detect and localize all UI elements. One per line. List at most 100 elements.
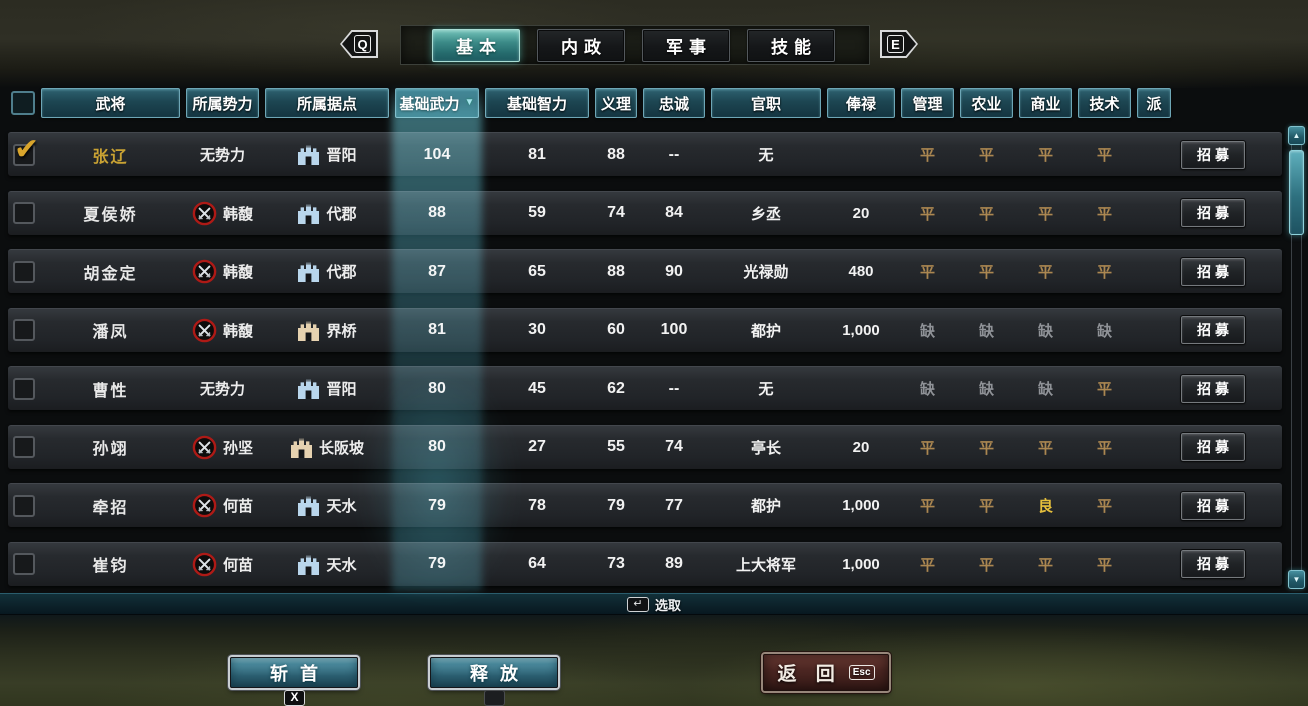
faction-name: 韩馥 <box>222 322 253 340</box>
base-cell: 天水 <box>262 495 392 516</box>
column-header[interactable]: 基础武力 ▼ <box>395 88 479 118</box>
table-row[interactable]: 孙翊 孙坚 长阪坡 80 27 55 74 亭长 20 平 平 平 平 招募 <box>8 424 1282 469</box>
column-header[interactable]: 技术 <box>1078 88 1131 118</box>
table-header-row: 武将 所属势力 所属据点 基础武力 ▼ 基础智力 义理 忠诚 官职 俸禄 管理 农业 商业 技术派 <box>8 88 1282 118</box>
recruit-button[interactable]: 招募 <box>1180 549 1246 579</box>
salary-value: 480 <box>848 263 874 280</box>
row-checkbox[interactable] <box>13 319 35 341</box>
checkmark-icon: ✔ <box>14 132 40 166</box>
recruit-cell: 招募 <box>1174 373 1252 404</box>
row-checkbox[interactable] <box>13 260 35 283</box>
recruit-button[interactable]: 招募 <box>1180 315 1246 345</box>
faction-crossed-swords-icon <box>192 493 217 518</box>
faction-crossed-swords-icon <box>192 318 217 342</box>
faction-cell: 韩馥 <box>183 259 262 284</box>
table-row[interactable]: 牵招 何苗 天水 79 78 79 77 都护 1,000 平 平 良 平 招募 <box>8 483 1282 527</box>
faction-cell: 孙坚 <box>183 435 262 460</box>
column-header[interactable]: 基础智力 <box>485 88 589 118</box>
next-tab-key-button[interactable]: E <box>880 30 918 58</box>
row-checkbox[interactable] <box>13 553 35 575</box>
column-header[interactable]: 派 <box>1137 88 1171 118</box>
recruit-button[interactable]: 招募 <box>1180 256 1246 287</box>
column-header[interactable]: 官职 <box>711 88 821 118</box>
stat-grade: 平 <box>978 498 994 515</box>
stat-grade: 平 <box>1096 264 1112 281</box>
honor-value: 62 <box>607 379 625 397</box>
tab-基本[interactable]: 基本 <box>432 28 520 62</box>
officer-name: 潘凤 <box>92 324 129 341</box>
recruit-button[interactable]: 招募 <box>1180 432 1246 462</box>
recruit-button[interactable]: 招募 <box>1180 139 1246 170</box>
stat-grade: 平 <box>1096 556 1112 574</box>
recruit-cell: 招募 <box>1174 198 1252 228</box>
faction-name: 无势力 <box>199 147 245 164</box>
tab-内政[interactable]: 内政 <box>537 28 625 62</box>
recruit-cell: 招募 <box>1174 315 1252 345</box>
war-value: 80 <box>428 379 446 397</box>
row-checkbox[interactable] <box>13 494 35 517</box>
stat-grade: 平 <box>978 556 994 574</box>
column-header[interactable]: 所属据点 <box>265 88 389 118</box>
scroll-up-button[interactable]: ▲ <box>1288 126 1305 145</box>
office-value: 亭长 <box>750 439 781 457</box>
officer-name: 曹性 <box>92 382 129 400</box>
table-row[interactable]: ✔ 张辽 无势力 晋阳 104 81 88 -- 无 平 平 平 平 招募 <box>8 132 1282 176</box>
scrollbar-thumb[interactable] <box>1289 150 1304 235</box>
row-checkbox[interactable] <box>13 377 35 400</box>
scroll-down-button[interactable]: ▼ <box>1288 570 1305 589</box>
base-cell: 长阪坡 <box>262 437 392 458</box>
stat-grade: 平 <box>978 264 994 281</box>
war-value: 79 <box>428 496 446 514</box>
war-value: 81 <box>428 321 446 338</box>
sort-descending-icon: ▼ <box>464 97 475 108</box>
column-header[interactable]: 管理 <box>901 88 954 118</box>
column-header[interactable]: 农业 <box>960 88 1013 118</box>
table-row[interactable]: 胡金定 韩馥 代郡 87 65 88 90 光禄勋 480 平 平 平 平 招募 <box>8 249 1282 293</box>
row-checkbox[interactable] <box>13 202 35 224</box>
recruit-button[interactable]: 招募 <box>1180 490 1246 521</box>
faction-name: 何苗 <box>222 498 253 515</box>
table-row[interactable]: 崔钧 何苗 天水 79 64 73 89 上大将军 1,000 平 平 平 平 招募 <box>8 541 1282 586</box>
column-header[interactable]: 义理 <box>595 88 637 118</box>
checkbox-cell <box>8 494 38 517</box>
column-header[interactable]: 所属势力 <box>186 88 259 118</box>
tab-技能[interactable]: 技能 <box>747 28 835 62</box>
faction-name: 无势力 <box>199 381 245 398</box>
castle-icon <box>298 379 320 399</box>
checkbox-cell <box>8 377 38 400</box>
tab-军事[interactable]: 军事 <box>642 28 730 62</box>
recruit-button[interactable]: 招募 <box>1180 373 1246 404</box>
faction-cell: 无势力 <box>183 378 262 399</box>
behead-button[interactable]: 斩首 <box>230 657 358 688</box>
column-header[interactable]: 俸禄 <box>827 88 895 118</box>
row-checkbox[interactable] <box>13 436 35 458</box>
table-row[interactable]: 潘凤 韩馥 界桥 81 30 60 100 都护 1,000 缺 缺 缺 缺 招募 <box>8 307 1282 352</box>
stat-grade: 缺 <box>919 322 935 340</box>
intel-value: 81 <box>528 145 546 163</box>
office-value: 无 <box>758 147 774 164</box>
column-header[interactable]: 忠诚 <box>643 88 705 118</box>
column-header[interactable]: 武将 <box>41 88 180 118</box>
castle-icon <box>298 555 320 575</box>
table-row[interactable]: 曹性 无势力 晋阳 80 45 62 -- 无 缺 缺 缺 平 招募 <box>8 366 1282 410</box>
column-header[interactable]: 商业 <box>1019 88 1072 118</box>
esc-key-icon: Esc <box>848 665 875 680</box>
recruit-button[interactable]: 招募 <box>1180 198 1246 228</box>
salary-value: 20 <box>852 438 870 456</box>
row-checkbox[interactable]: ✔ <box>13 133 39 166</box>
officer-name: 胡金定 <box>83 265 138 283</box>
recruit-cell: 招募 <box>1174 549 1252 579</box>
faction-cell: 无势力 <box>183 144 262 165</box>
honor-value: 55 <box>607 438 625 455</box>
loyalty-value: -- <box>668 379 680 397</box>
prev-tab-key-button[interactable]: Q <box>340 30 378 58</box>
table-row[interactable]: 夏侯娇 韩馥 代郡 88 59 74 84 乡丞 20 平 平 平 平 招募 <box>8 190 1282 235</box>
hint-label: 选取 <box>654 597 681 613</box>
return-button[interactable]: 返 回 Esc <box>763 654 889 691</box>
honor-value: 60 <box>607 321 625 338</box>
checkbox-cell <box>8 436 38 458</box>
stat-grade: 缺 <box>978 322 994 340</box>
select-all-checkbox[interactable] <box>11 91 35 115</box>
release-button[interactable]: 释放 <box>430 657 558 688</box>
honor-value: 73 <box>607 555 625 572</box>
